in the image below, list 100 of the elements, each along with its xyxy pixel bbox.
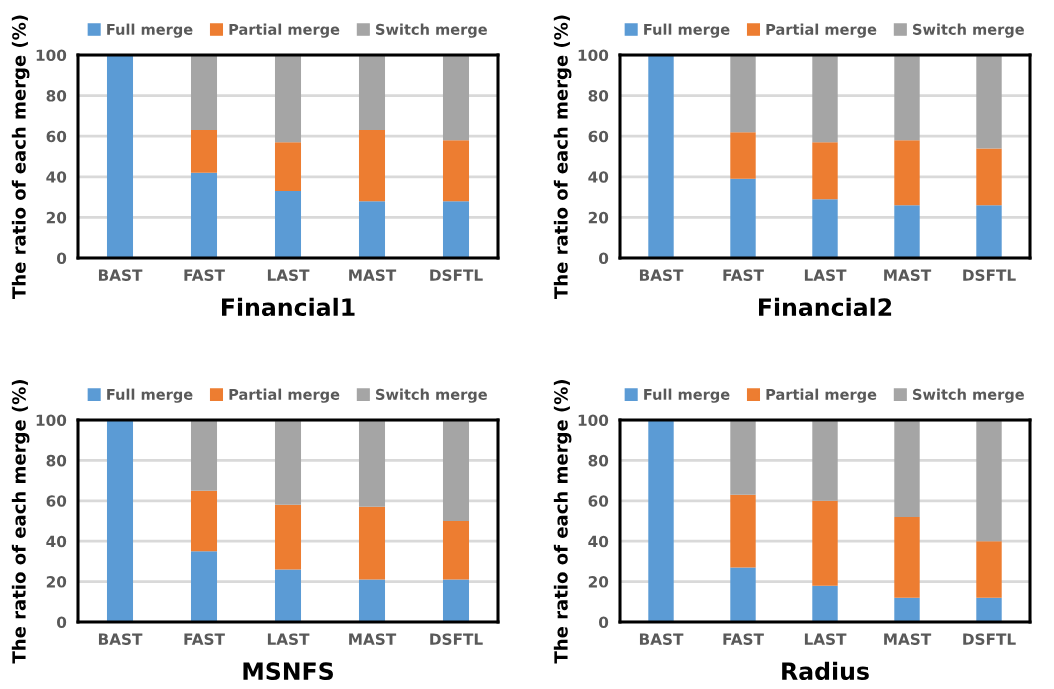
y-tick-label: 60 (588, 495, 609, 507)
bar (190, 420, 218, 491)
x-tick-label: MAST (884, 633, 932, 645)
text: MSNFS (243, 662, 333, 681)
bar (730, 567, 756, 622)
y-tick-label: 40 (588, 535, 609, 548)
y-tick-label: 40 (46, 535, 67, 548)
bar (190, 55, 218, 131)
bar (190, 490, 218, 552)
bar (648, 55, 674, 258)
bar (730, 494, 756, 568)
y-tick-label: 0 (598, 252, 609, 265)
bar (106, 420, 134, 622)
x-tick-label: DSFTL (430, 633, 483, 645)
bar (976, 541, 1002, 598)
bar (358, 130, 386, 202)
y-axis-title: The ratio of each merge (%) (11, 15, 30, 299)
bar (812, 199, 838, 258)
x-tick-label: MAST (349, 269, 397, 281)
legend-label: Partial merge (229, 23, 340, 38)
x-tick-label: BAST (98, 633, 143, 645)
bar (894, 597, 920, 622)
bar (274, 191, 302, 258)
bar (812, 585, 838, 622)
y-tick-label: 100 (578, 414, 609, 427)
x-tick-label: LAST (804, 269, 847, 281)
bar (812, 55, 838, 143)
bar (190, 130, 218, 173)
legend-label: Switch merge (376, 23, 487, 38)
legend-label: Partial merge (766, 388, 877, 403)
x-tick-label: BAST (98, 269, 143, 281)
y-tick-label: 40 (588, 171, 609, 183)
bar (358, 55, 386, 131)
bar (274, 420, 302, 505)
y-axis-title: The ratio of each merge (%) (553, 15, 572, 299)
bar (190, 172, 218, 258)
y-tick-label: 60 (46, 495, 67, 507)
y-tick-label: 80 (46, 90, 67, 102)
bar (274, 569, 302, 622)
y-tick-label: 20 (588, 211, 609, 224)
y-tick-label: 100 (36, 49, 67, 62)
x-tick-label: LAST (267, 633, 310, 645)
bar (442, 579, 470, 622)
bar (894, 205, 920, 258)
y-tick-label: 60 (588, 130, 609, 143)
bar (442, 140, 470, 202)
bar (358, 506, 386, 580)
bar (358, 579, 386, 622)
bar (648, 420, 674, 622)
x-tick-label: MAST (349, 633, 397, 645)
bar (894, 420, 920, 517)
bar (442, 201, 470, 258)
y-tick-label: 80 (46, 454, 67, 467)
legend-label: Full merge (644, 23, 730, 38)
bar (274, 504, 302, 570)
y-tick-label: 60 (46, 130, 67, 143)
bar (730, 420, 756, 495)
x-tick-label: FAST (184, 633, 225, 645)
x-tick-label: BAST (639, 633, 684, 645)
legend-label: Switch merge (913, 23, 1024, 38)
x-tick-label: FAST (723, 633, 764, 645)
y-axis-title: The ratio of each merge (%) (11, 379, 30, 664)
x-tick-label: LAST (804, 633, 847, 645)
legend-label: Partial merge (229, 388, 340, 403)
legend-label: Switch merge (376, 388, 487, 403)
legend-label: Full merge (107, 388, 193, 403)
x-tick-label: MAST (884, 269, 932, 281)
x-tick-label: FAST (184, 269, 225, 281)
bar (442, 521, 470, 580)
y-axis-title: The ratio of each merge (%) (553, 379, 572, 664)
text: Financial2 (759, 297, 892, 317)
bar (976, 148, 1002, 206)
x-tick-label: DSFTL (963, 269, 1016, 281)
legend-label: Full merge (107, 23, 193, 38)
y-tick-label: 40 (46, 171, 67, 183)
y-tick-label: 0 (56, 616, 67, 629)
bar (812, 420, 838, 501)
y-tick-label: 0 (56, 252, 67, 265)
y-tick-label: 80 (588, 90, 609, 102)
y-tick-label: 20 (46, 211, 67, 224)
y-tick-label: 20 (588, 576, 609, 588)
bar (358, 420, 386, 507)
text: Financial1 (222, 297, 355, 317)
x-tick-label: LAST (267, 269, 310, 281)
y-tick-label: 80 (588, 454, 609, 467)
legend-label: Partial merge (766, 23, 877, 38)
bar (274, 142, 302, 192)
x-tick-label: FAST (723, 269, 764, 281)
bar (976, 420, 1002, 542)
x-tick-label: DSFTL (430, 269, 483, 281)
bar (190, 551, 218, 622)
bar (730, 132, 756, 179)
bar (976, 55, 1002, 149)
bar (976, 597, 1002, 622)
bar (106, 55, 134, 258)
bar (976, 205, 1002, 258)
legend-label: Full merge (644, 388, 730, 403)
legend-label: Switch merge (913, 388, 1024, 403)
x-tick-label: BAST (639, 269, 684, 281)
bar (730, 178, 756, 258)
